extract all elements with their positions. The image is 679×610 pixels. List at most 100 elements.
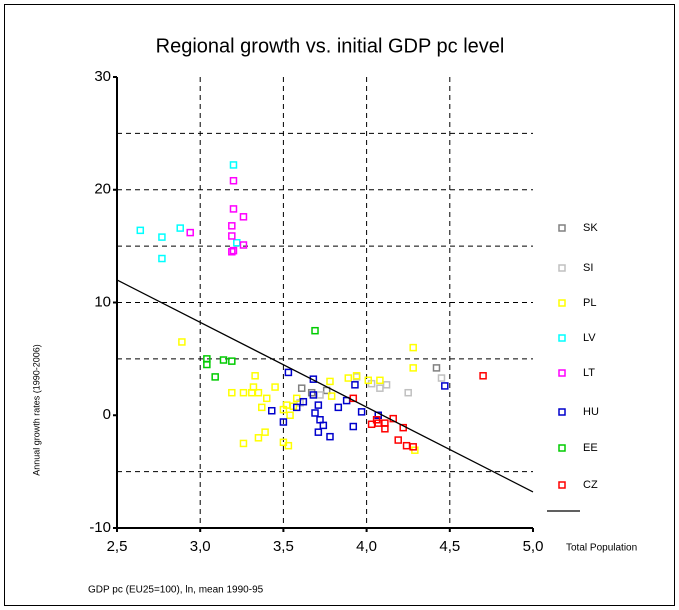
legend-marker (558, 264, 566, 272)
point (432, 364, 441, 372)
point (349, 422, 358, 431)
point (394, 436, 402, 444)
point (409, 443, 417, 451)
point (351, 381, 359, 389)
point (284, 441, 293, 450)
legend-label: SI (583, 262, 593, 274)
point (158, 233, 166, 241)
legend-marker (558, 481, 566, 489)
legend-label: SK (583, 222, 598, 234)
point (186, 228, 194, 237)
point (311, 326, 319, 335)
point (352, 372, 361, 380)
point (314, 428, 323, 436)
point (311, 409, 319, 417)
point (229, 161, 238, 169)
point (268, 406, 276, 415)
frame (4, 4, 675, 606)
point (271, 383, 279, 391)
legend-label: Total Population (566, 543, 637, 554)
point (158, 254, 166, 263)
point (409, 364, 417, 372)
point (229, 205, 238, 213)
point (404, 388, 412, 397)
legend-marker (558, 224, 566, 232)
point (441, 382, 449, 390)
legend-marker (558, 299, 566, 307)
point (344, 374, 353, 382)
point (402, 441, 411, 450)
point (178, 338, 186, 346)
x-tick-label: 5,0 (523, 538, 544, 555)
point (409, 343, 417, 352)
point (239, 439, 248, 448)
point (248, 388, 256, 397)
x-tick-label: 2,5 (107, 538, 128, 555)
x-tick-label: 4,5 (439, 538, 460, 555)
point (228, 388, 236, 397)
point (286, 411, 294, 419)
y-tick-label: 20 (94, 181, 111, 198)
point (319, 421, 328, 430)
point (357, 408, 366, 416)
legend-label: CZ (583, 479, 598, 491)
legend-marker (558, 334, 566, 342)
x-tick-label: 3,5 (273, 538, 294, 555)
point (314, 401, 323, 409)
point (136, 226, 145, 235)
point (382, 381, 391, 389)
point (254, 434, 263, 442)
y-tick-label: 10 (94, 293, 111, 310)
point (299, 397, 308, 406)
y-axis-label: Annual growth rates (1990-2006) (31, 344, 41, 476)
point (376, 376, 384, 385)
point (279, 418, 288, 426)
legend-marker (558, 444, 566, 452)
point (297, 384, 306, 392)
x-tick-label: 3,0 (190, 538, 211, 555)
point (229, 176, 238, 185)
point (284, 368, 293, 377)
point (279, 405, 288, 414)
point (381, 425, 389, 433)
point (334, 403, 343, 412)
point (309, 391, 318, 399)
y-tick-label: 0 (103, 406, 111, 423)
point (327, 392, 336, 400)
point (292, 403, 301, 412)
point (228, 357, 236, 365)
point (258, 403, 266, 412)
legend-label: EE (583, 442, 598, 454)
point (479, 372, 487, 380)
point (263, 394, 271, 403)
y-tick-label: 30 (94, 68, 111, 85)
y-tick-label: -10 (89, 519, 111, 536)
point (229, 246, 238, 255)
point (251, 372, 259, 380)
legend-label: PL (583, 297, 596, 309)
x-tick-label: 4,0 (356, 538, 377, 555)
point (316, 391, 324, 399)
point (364, 376, 373, 385)
point (239, 241, 248, 249)
point (376, 384, 384, 392)
point (203, 360, 211, 369)
fit-line (116, 279, 534, 493)
point (228, 248, 236, 256)
point (211, 373, 219, 381)
legend-label: LT (583, 367, 595, 379)
point (233, 238, 241, 247)
chart-title: Regional growth vs. initial GDP pc level (156, 35, 505, 57)
x-axis-label: GDP pc (EU25=100), ln, mean 1990-95 (88, 585, 264, 596)
point (261, 428, 269, 436)
point (367, 420, 376, 429)
legend-label: HU (583, 406, 599, 418)
legend-marker (558, 369, 566, 377)
point (228, 222, 236, 230)
legend-label: LV (583, 332, 596, 344)
point (228, 232, 236, 240)
point (239, 388, 248, 397)
point (326, 377, 334, 386)
point (176, 224, 184, 232)
point (239, 213, 248, 221)
